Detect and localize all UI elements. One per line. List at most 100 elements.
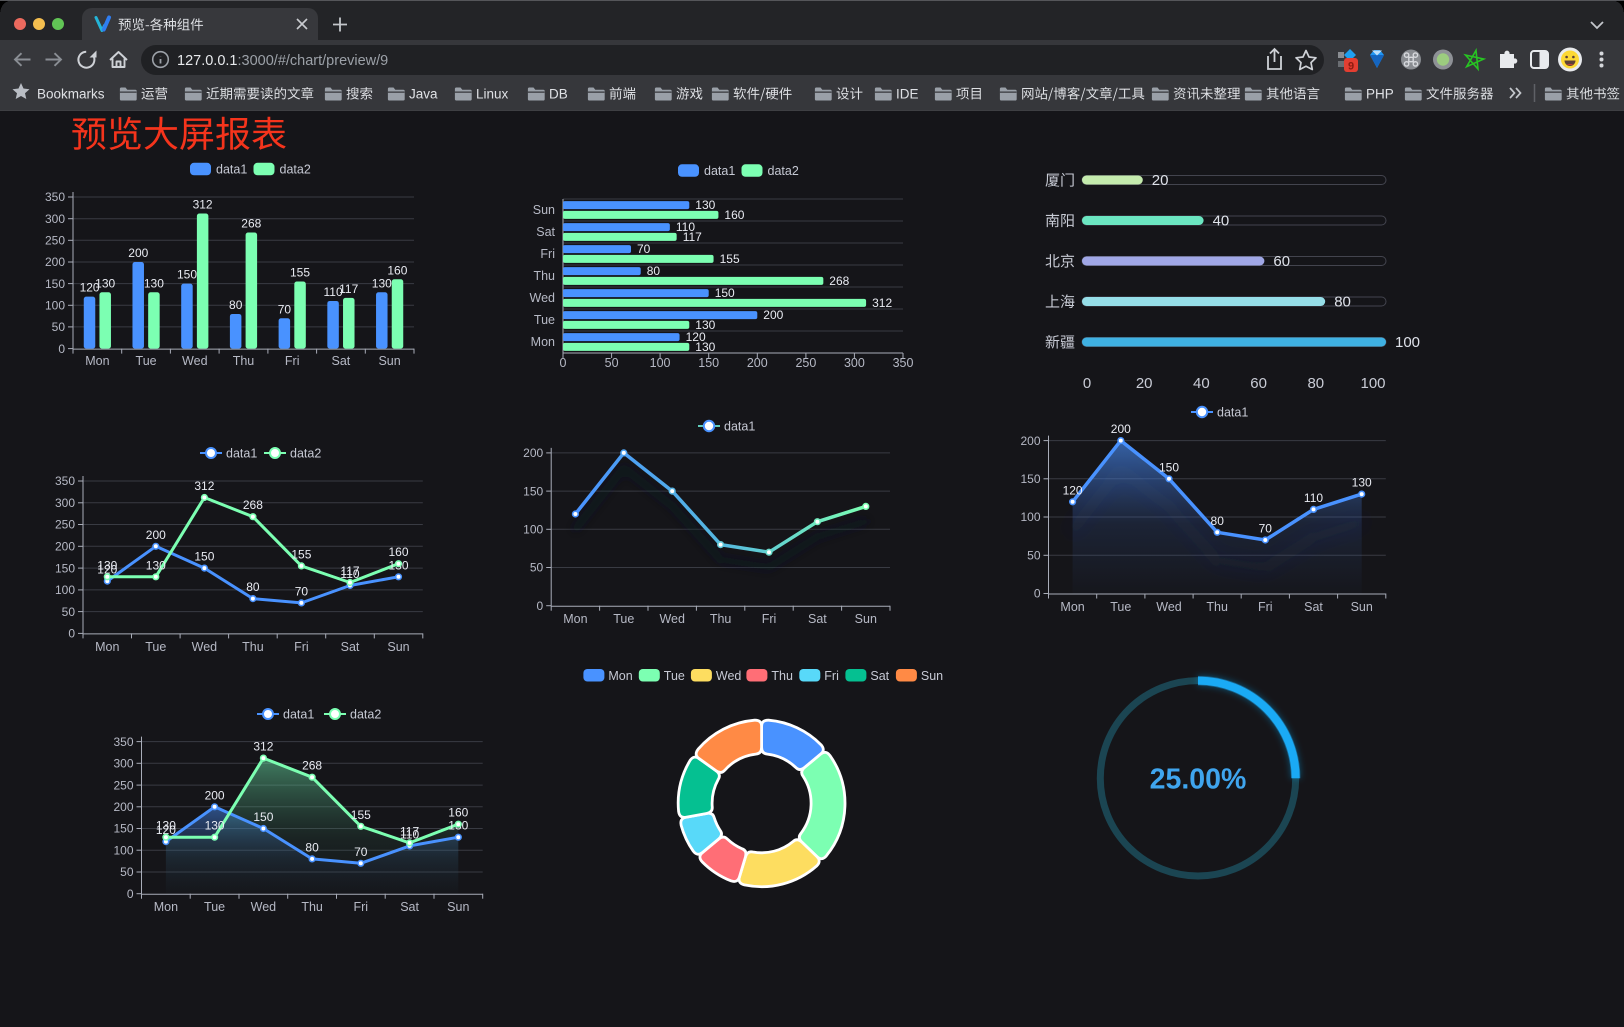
svg-text:data1: data1 <box>216 163 247 177</box>
svg-text:Java: Java <box>409 87 438 102</box>
svg-text::3000/#/chart/preview/9: :3000/#/chart/preview/9 <box>238 53 389 69</box>
svg-text:200: 200 <box>55 540 75 554</box>
svg-text:120: 120 <box>80 281 100 295</box>
svg-text:150: 150 <box>698 356 719 370</box>
svg-text:150: 150 <box>194 550 214 564</box>
svg-text:150: 150 <box>1159 460 1179 474</box>
svg-text:50: 50 <box>1027 549 1041 563</box>
svg-text:Thu: Thu <box>1206 600 1228 614</box>
svg-text:50: 50 <box>52 320 66 334</box>
svg-text:150: 150 <box>1020 472 1040 486</box>
svg-text:data1: data1 <box>704 164 735 178</box>
svg-text:50: 50 <box>530 561 544 575</box>
svg-text:Tue: Tue <box>664 669 685 683</box>
svg-text:110: 110 <box>1304 491 1323 505</box>
svg-text:300: 300 <box>55 496 75 510</box>
svg-text:100: 100 <box>1395 334 1420 351</box>
svg-text:80: 80 <box>246 580 260 594</box>
svg-text:100: 100 <box>1360 375 1385 392</box>
svg-text:130: 130 <box>95 276 115 290</box>
svg-text:50: 50 <box>62 605 76 619</box>
svg-text:0: 0 <box>560 356 567 370</box>
svg-text:Tue: Tue <box>145 640 166 654</box>
svg-text:Sat: Sat <box>808 612 827 626</box>
svg-text:300: 300 <box>45 212 65 226</box>
svg-text:Fri: Fri <box>285 354 300 368</box>
svg-text:70: 70 <box>278 302 292 316</box>
svg-text:Sun: Sun <box>387 640 409 654</box>
svg-text:50: 50 <box>605 356 619 370</box>
svg-text:Fri: Fri <box>540 247 555 261</box>
svg-text:130: 130 <box>156 819 176 833</box>
svg-text:Wed: Wed <box>182 354 208 368</box>
svg-text:117: 117 <box>339 282 358 296</box>
svg-text:300: 300 <box>113 757 133 771</box>
svg-text:100: 100 <box>45 299 65 313</box>
svg-text:Thu: Thu <box>233 354 255 368</box>
svg-text:155: 155 <box>351 808 371 822</box>
svg-text:Mon: Mon <box>85 354 109 368</box>
svg-text:Sun: Sun <box>378 354 400 368</box>
svg-text:117: 117 <box>683 230 702 244</box>
svg-text:Thu: Thu <box>301 900 323 914</box>
svg-text:350: 350 <box>45 190 65 204</box>
svg-text:80: 80 <box>305 840 319 854</box>
svg-text:Tue: Tue <box>136 354 157 368</box>
svg-text:100: 100 <box>523 523 543 537</box>
svg-text:Tue: Tue <box>204 900 225 914</box>
svg-text:Sun: Sun <box>921 669 943 683</box>
svg-text:130: 130 <box>695 318 715 332</box>
svg-text:Thu: Thu <box>242 640 264 654</box>
svg-text:117: 117 <box>400 824 419 838</box>
svg-text:Sat: Sat <box>536 225 555 239</box>
svg-text:data1: data1 <box>1217 406 1248 420</box>
svg-text:0: 0 <box>537 599 544 613</box>
svg-text:350: 350 <box>55 474 75 488</box>
svg-text:Wed: Wed <box>192 640 218 654</box>
svg-text:268: 268 <box>829 274 849 288</box>
svg-text:150: 150 <box>177 268 197 282</box>
svg-text:40: 40 <box>1213 213 1230 230</box>
svg-text:Thu: Thu <box>533 269 555 283</box>
svg-text:130: 130 <box>205 819 225 833</box>
svg-text:100: 100 <box>113 843 133 857</box>
svg-text:200: 200 <box>128 246 148 260</box>
svg-text:80: 80 <box>1334 294 1351 311</box>
svg-text:data2: data2 <box>768 164 799 178</box>
svg-text:200: 200 <box>146 528 166 542</box>
svg-text:20: 20 <box>1152 172 1169 189</box>
svg-text:160: 160 <box>448 806 468 820</box>
svg-text:Sun: Sun <box>1351 600 1373 614</box>
svg-text:150: 150 <box>113 822 133 836</box>
svg-text:Fri: Fri <box>294 640 309 654</box>
svg-text:350: 350 <box>893 356 914 370</box>
svg-text:250: 250 <box>55 518 75 532</box>
svg-text:110: 110 <box>400 827 419 841</box>
svg-text:Fri: Fri <box>762 612 777 626</box>
svg-text:130: 130 <box>695 340 715 354</box>
svg-text:Wed: Wed <box>716 669 742 683</box>
svg-text:80: 80 <box>1211 514 1225 528</box>
svg-text:268: 268 <box>243 498 263 512</box>
svg-text:70: 70 <box>354 845 368 859</box>
svg-text:data2: data2 <box>280 163 311 177</box>
svg-text:127.0.0.1: 127.0.0.1 <box>177 53 237 69</box>
svg-text:Sun: Sun <box>855 612 877 626</box>
svg-text:Wed: Wed <box>251 900 277 914</box>
svg-text:200: 200 <box>1111 422 1131 436</box>
svg-text:100: 100 <box>55 583 75 597</box>
svg-text:Thu: Thu <box>771 669 793 683</box>
svg-text:155: 155 <box>290 266 310 280</box>
svg-text:130: 130 <box>97 558 117 572</box>
svg-text:160: 160 <box>388 545 408 559</box>
svg-text:Wed: Wed <box>530 291 556 305</box>
svg-text:300: 300 <box>844 356 865 370</box>
svg-text:150: 150 <box>715 286 735 300</box>
svg-text:data1: data1 <box>283 708 314 722</box>
svg-text:150: 150 <box>45 277 65 291</box>
svg-text:120: 120 <box>686 330 706 344</box>
svg-text:80: 80 <box>1307 375 1324 392</box>
svg-text:Linux: Linux <box>476 87 509 102</box>
svg-text:250: 250 <box>45 234 65 248</box>
svg-text:110: 110 <box>324 285 343 299</box>
